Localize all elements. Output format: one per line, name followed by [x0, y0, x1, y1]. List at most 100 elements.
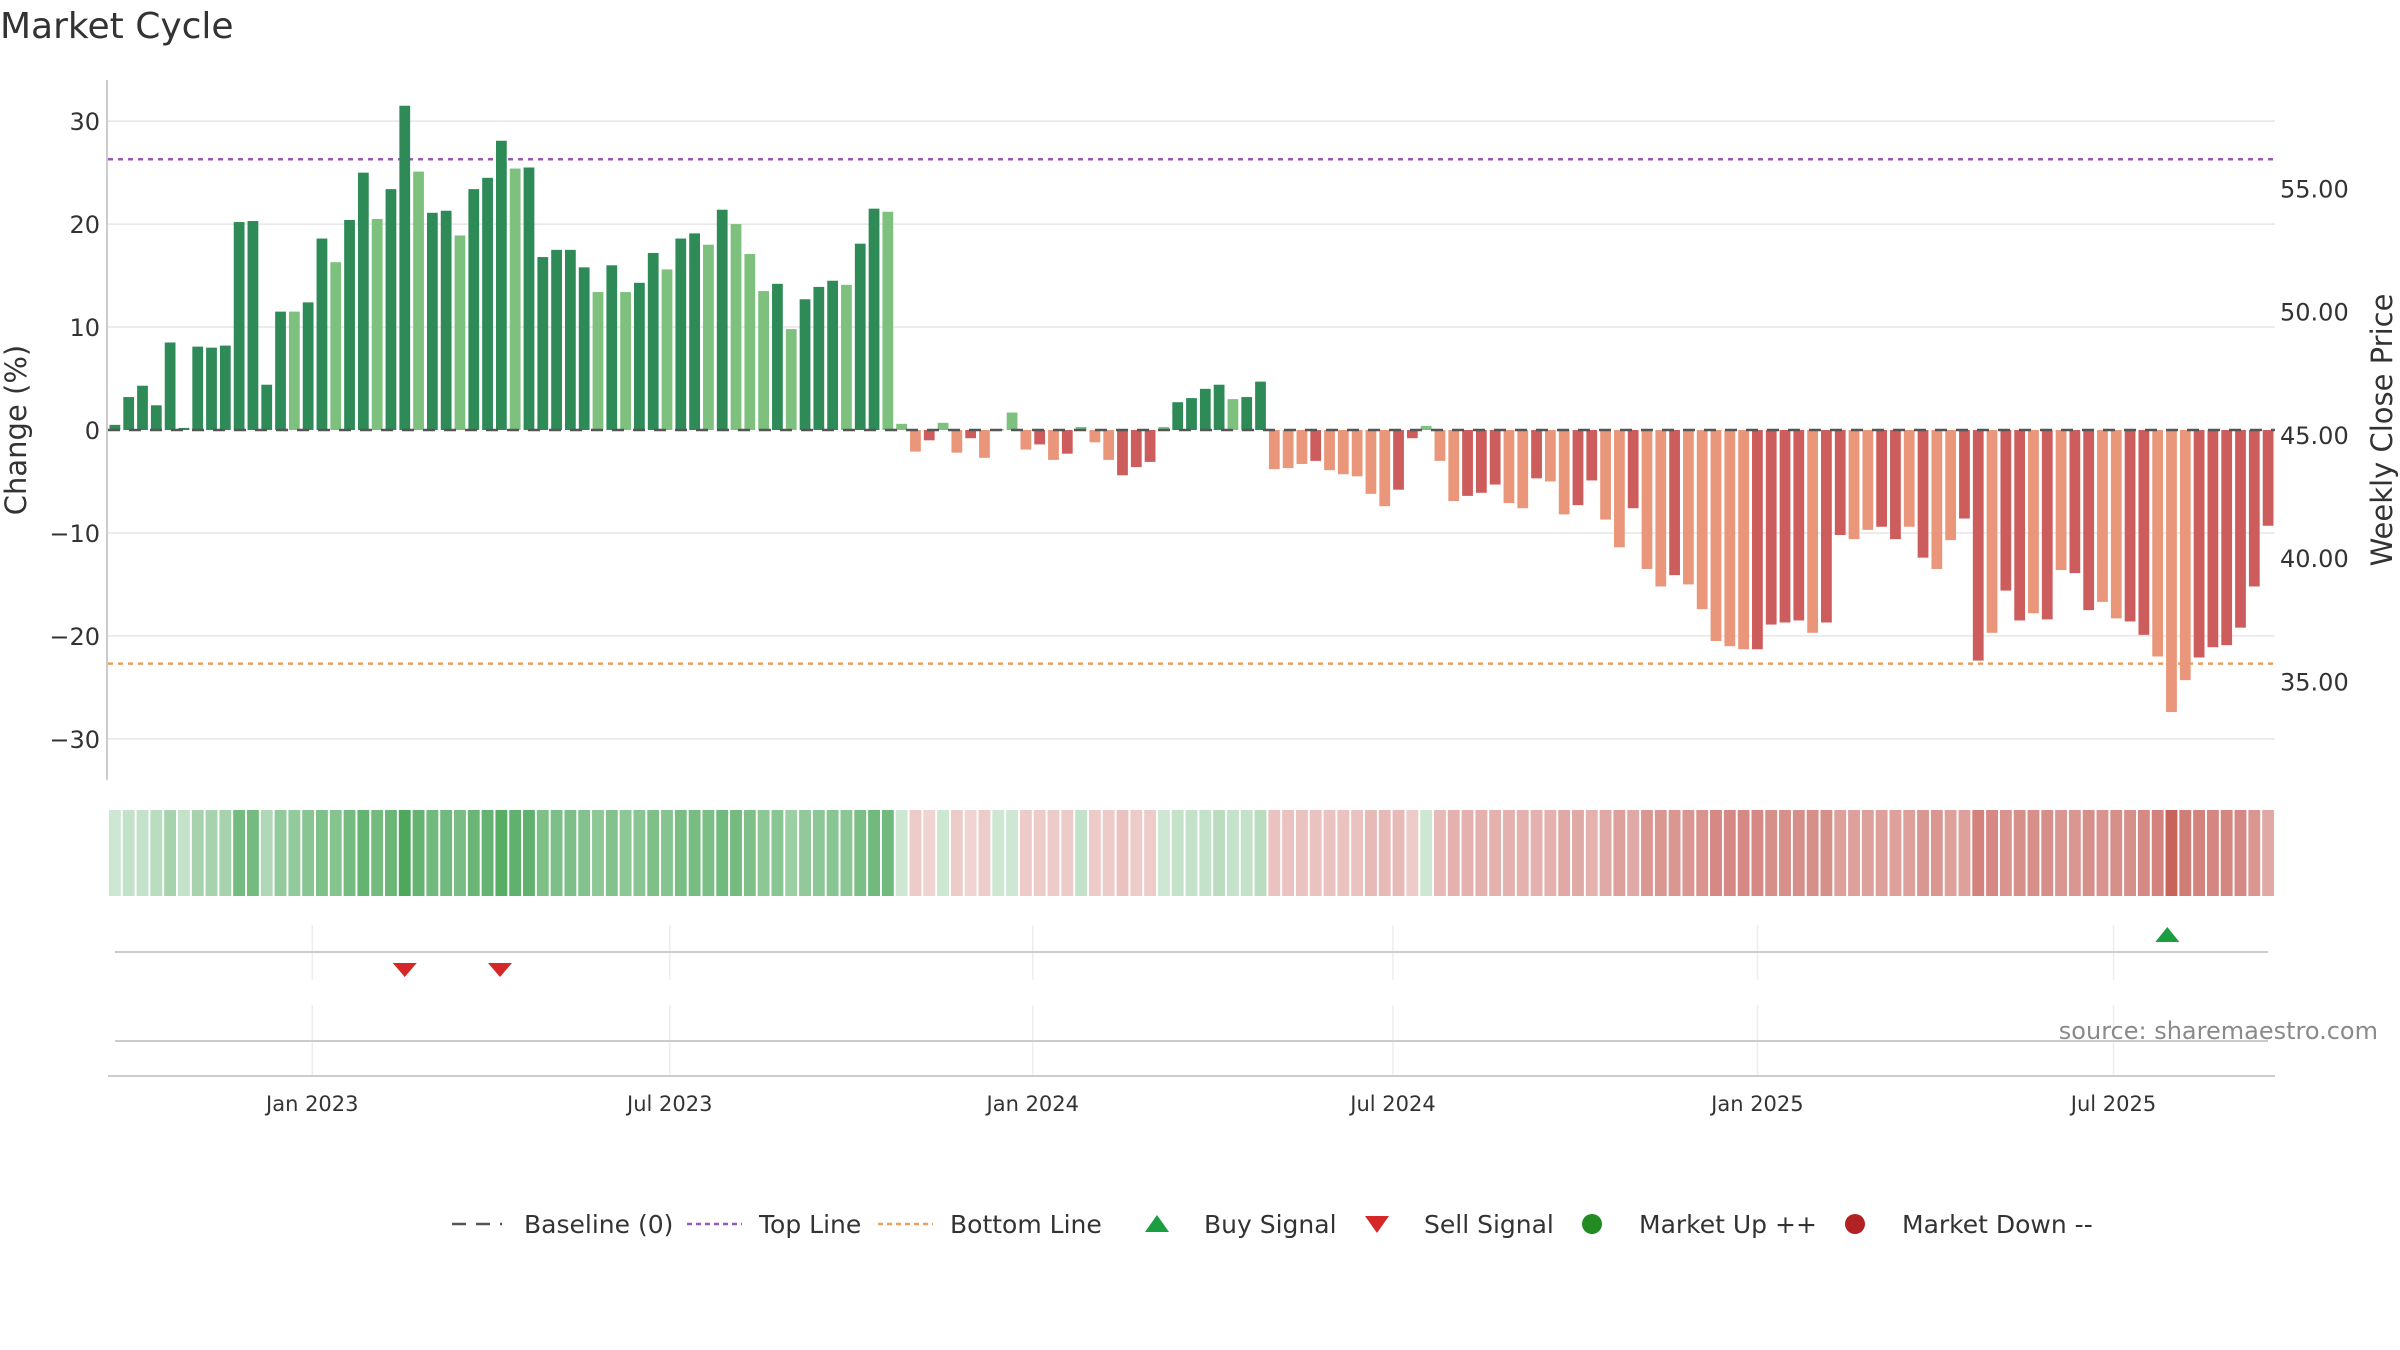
- buy-signal-marker: [2155, 927, 2180, 942]
- bar: [2110, 430, 2122, 619]
- bar: [896, 423, 908, 430]
- strip-cell: [1130, 810, 1143, 896]
- strip-cell: [1530, 810, 1543, 896]
- bar: [1117, 430, 1128, 476]
- bar: [937, 422, 949, 430]
- strip-cell: [923, 810, 936, 896]
- bar: [1613, 430, 1625, 548]
- bar: [399, 105, 411, 430]
- bar: [2041, 430, 2053, 620]
- strip-cell: [2234, 810, 2247, 896]
- strip-cell: [1820, 810, 1833, 896]
- y-tick-label: −10: [49, 520, 100, 548]
- strip-cell: [177, 810, 190, 896]
- strip-cell: [509, 810, 522, 896]
- date-tick-label: Jan 2025: [1709, 1092, 1804, 1116]
- strip-cell: [785, 810, 798, 896]
- legend-item: Baseline (0): [452, 1210, 673, 1239]
- strip-cell: [2151, 810, 2164, 896]
- strip-cell: [1903, 810, 1916, 896]
- strip-cell: [661, 810, 673, 896]
- strip-cell: [937, 810, 949, 896]
- bar: [2097, 430, 2108, 602]
- bar: [2262, 430, 2274, 526]
- bar: [1199, 388, 1211, 430]
- strip-cell: [647, 810, 660, 896]
- bar: [1255, 381, 1266, 430]
- strip-cell: [412, 810, 425, 896]
- bar: [219, 345, 231, 430]
- y-tick-label: 30: [69, 108, 100, 136]
- bar: [923, 430, 935, 441]
- strip-cell: [536, 810, 549, 896]
- bar: [785, 329, 797, 430]
- sell-signal-marker: [487, 963, 512, 977]
- strip-cell: [1447, 810, 1460, 896]
- strip-cell: [1779, 810, 1791, 896]
- bar: [841, 284, 852, 430]
- market-strength-strip: [108, 810, 2275, 896]
- bar: [2235, 430, 2246, 628]
- bar: [178, 427, 190, 430]
- strip-cell: [467, 810, 480, 896]
- bar: [509, 168, 521, 430]
- bar: [1986, 430, 1998, 633]
- strip-cell: [605, 810, 618, 896]
- bar: [495, 140, 507, 430]
- bar: [1600, 430, 1611, 520]
- strip-cell: [2220, 810, 2233, 896]
- y2-tick-label: 35.00: [2280, 668, 2349, 696]
- bar: [1765, 430, 1777, 625]
- strip-cell: [1627, 810, 1640, 896]
- bar: [261, 384, 273, 430]
- strip-cell: [1378, 810, 1391, 896]
- bar: [2014, 430, 2026, 621]
- strip-cell: [2137, 810, 2150, 896]
- bar: [744, 253, 756, 430]
- bar: [1862, 430, 1874, 530]
- strip-cell: [1144, 810, 1157, 896]
- y-axis-right: 55.00 50.00 45.00 40.00 35.00: [2280, 175, 2349, 696]
- bar: [1917, 430, 1929, 558]
- strip-cell: [826, 810, 839, 896]
- bar: [951, 430, 963, 453]
- bar: [799, 299, 811, 430]
- strip-cell: [1958, 810, 1971, 896]
- bar: [758, 291, 770, 430]
- legend-label: Market Up ++: [1639, 1210, 1817, 1239]
- strip-cell: [150, 810, 163, 896]
- strip-cell: [1503, 810, 1515, 896]
- strip-cell: [1254, 810, 1267, 896]
- bar: [1186, 398, 1197, 430]
- legend-item: Bottom Line: [878, 1210, 1102, 1239]
- legend-label: Sell Signal: [1424, 1210, 1554, 1239]
- bar: [2193, 430, 2205, 658]
- bar: [551, 249, 562, 430]
- legend-label: Bottom Line: [950, 1210, 1102, 1239]
- bar: [565, 249, 576, 430]
- strip-cell: [840, 810, 853, 896]
- bar: [1310, 430, 1322, 461]
- strip-cell: [233, 810, 246, 896]
- strip-cell: [1889, 810, 1902, 896]
- date-tick-label: Jan 2024: [985, 1092, 1080, 1116]
- bar: [1130, 430, 1142, 468]
- strip-cell: [2041, 810, 2054, 896]
- bar: [1834, 430, 1846, 535]
- y2-tick-label: 40.00: [2280, 545, 2349, 573]
- signal-panel: [115, 925, 2268, 980]
- strip-cell: [1116, 810, 1129, 896]
- bar: [965, 430, 977, 439]
- strip-cell: [1917, 810, 1929, 896]
- bar: [123, 397, 135, 430]
- bar: [1890, 430, 1901, 540]
- bar: [1282, 430, 1294, 469]
- strip-cell: [2165, 810, 2178, 896]
- strip-cell: [895, 810, 908, 896]
- strip-cell: [1944, 810, 1957, 896]
- bar: [1020, 430, 1032, 450]
- bar: [1006, 412, 1018, 430]
- strip-cell: [1199, 810, 1212, 896]
- sell-signal-marker: [392, 963, 417, 977]
